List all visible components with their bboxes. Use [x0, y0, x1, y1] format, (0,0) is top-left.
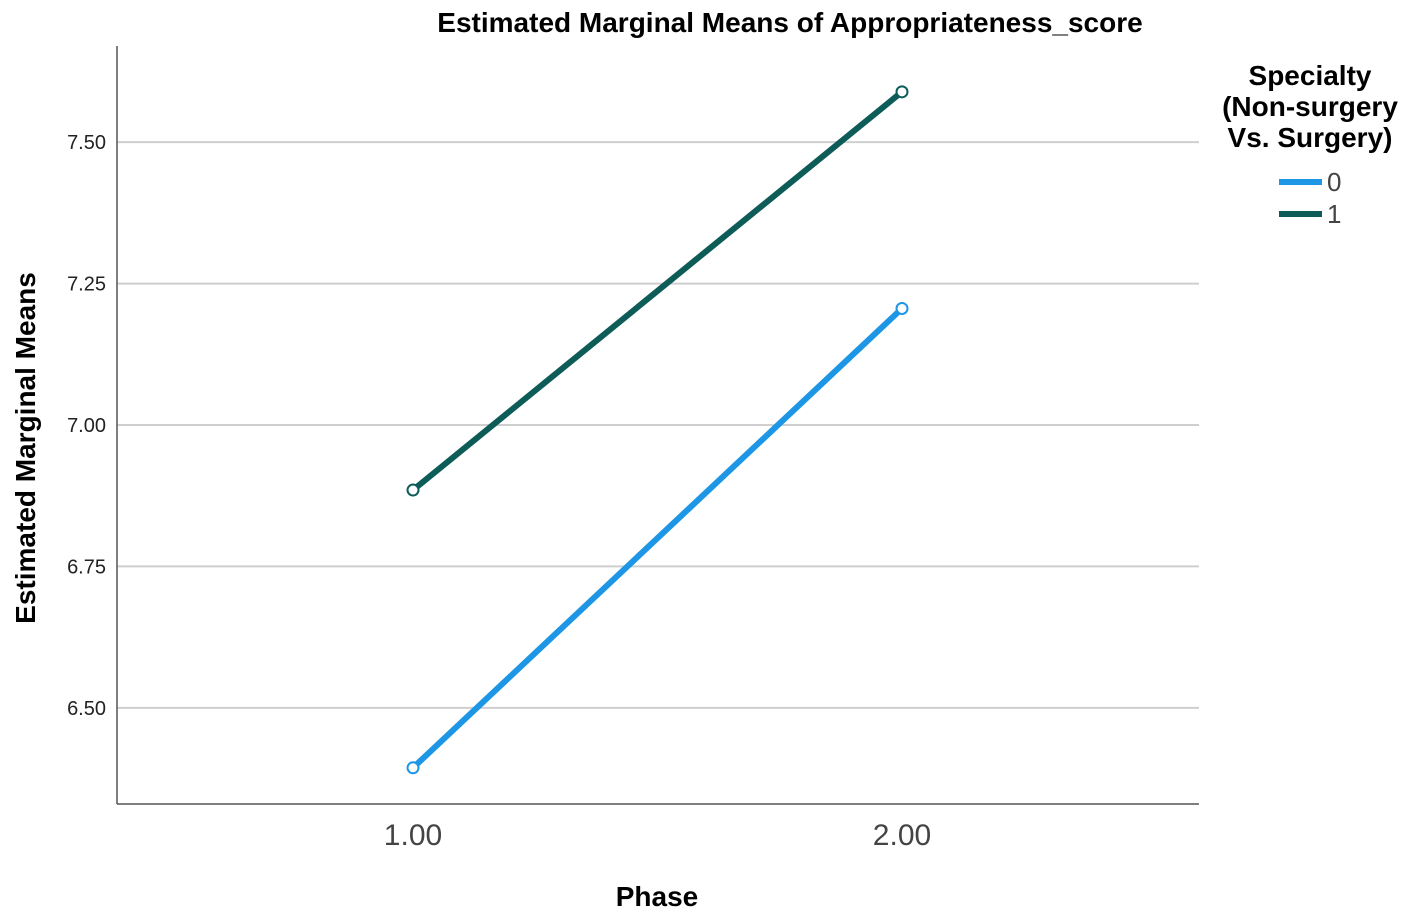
legend-title-line-1: Specialty — [1249, 60, 1372, 91]
y-tick-label: 7.00 — [67, 415, 106, 437]
x-tick-label: 1.00 — [384, 819, 442, 852]
y-tick-label: 7.50 — [67, 132, 106, 154]
legend-items: 01 — [1279, 167, 1341, 229]
data-point-0-1 — [895, 301, 909, 315]
legend-label-0: 0 — [1327, 167, 1341, 197]
data-point-0-0 — [406, 761, 420, 775]
legend: Specialty (Non-surgery Vs. Surgery) 01 — [1222, 60, 1398, 229]
x-axis-title: Phase — [616, 881, 699, 912]
series-line-0 — [410, 306, 905, 770]
y-tick-label: 7.25 — [67, 274, 106, 296]
legend-title-line-3: Vs. Surgery) — [1228, 122, 1393, 153]
x-tick-labels: 1.00 2.00 — [384, 819, 931, 852]
y-tick-label: 6.50 — [67, 698, 106, 720]
gridlines — [117, 141, 1199, 709]
data-point-1-0 — [406, 483, 420, 497]
x-tick-label: 2.00 — [873, 819, 931, 852]
y-tick-label: 6.75 — [67, 556, 106, 578]
y-axis-title: Estimated Marginal Means — [10, 272, 41, 624]
data-point-1-1 — [895, 85, 909, 99]
series-line-1 — [411, 89, 904, 493]
chart-title: Estimated Marginal Means of Appropriaten… — [437, 7, 1142, 38]
series-lines — [406, 85, 909, 775]
legend-label-1: 1 — [1327, 199, 1341, 229]
y-tick-labels: 6.50 6.75 7.00 7.25 7.50 — [67, 132, 106, 720]
legend-title-line-2: (Non-surgery — [1222, 91, 1398, 122]
